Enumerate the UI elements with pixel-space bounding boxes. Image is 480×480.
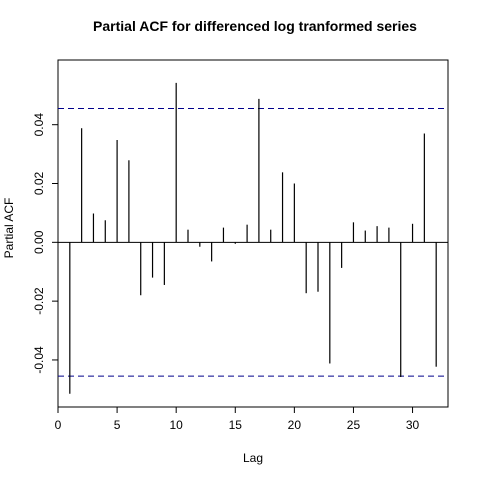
x-tick-label: 10 bbox=[170, 418, 184, 432]
y-tick-label: 0.04 bbox=[32, 113, 46, 137]
y-tick-label: -0.02 bbox=[32, 287, 46, 315]
plot-area: 0 5 10 15 20 25 30 -0.04 -0.02 0.00 0.02 0.04 bbox=[32, 59, 449, 432]
x-tick-label: 0 bbox=[55, 418, 62, 432]
y-tick-label: 0.00 bbox=[32, 230, 46, 254]
x-tick-label: 5 bbox=[114, 418, 121, 432]
y-tick-label: -0.04 bbox=[32, 346, 46, 374]
x-tick-label: 20 bbox=[288, 418, 302, 432]
plot-frame bbox=[57, 59, 449, 408]
x-tick-label: 30 bbox=[406, 418, 420, 432]
y-axis-label: Partial ACF bbox=[2, 198, 16, 259]
x-axis-label: Lag bbox=[243, 451, 263, 465]
y-tick-label: 0.02 bbox=[32, 172, 46, 196]
x-tick-label: 15 bbox=[229, 418, 243, 432]
x-tick-label: 25 bbox=[347, 418, 361, 432]
chart-title: Partial ACF for differenced log tranform… bbox=[93, 18, 417, 34]
